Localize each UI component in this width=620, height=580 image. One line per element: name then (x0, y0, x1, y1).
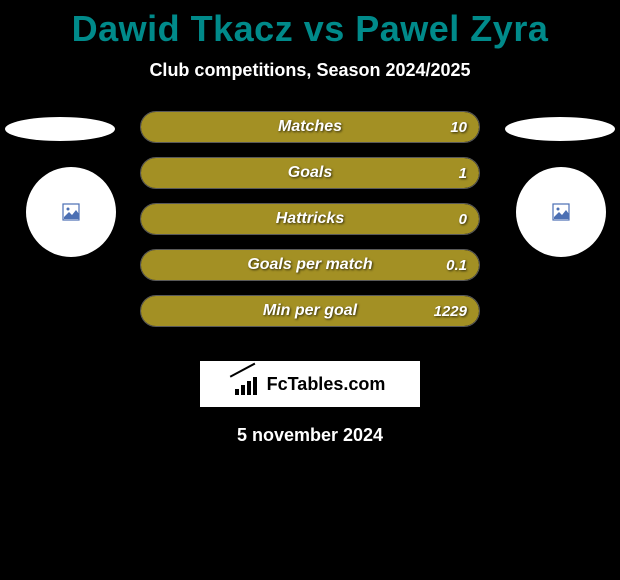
stat-label: Hattricks (141, 204, 479, 234)
stat-value-right: 0.1 (446, 250, 467, 280)
source-logo[interactable]: FcTables.com (200, 361, 420, 407)
stat-row: Goals1 (140, 157, 480, 189)
page-title: Dawid Tkacz vs Pawel Zyra (0, 8, 620, 50)
stat-row: Hattricks0 (140, 203, 480, 235)
stat-label: Matches (141, 112, 479, 142)
source-logo-text: FcTables.com (267, 374, 386, 395)
stat-label: Goals per match (141, 250, 479, 280)
team-badge-right (505, 117, 615, 141)
stat-value-right: 0 (459, 204, 467, 234)
placeholder-image-icon (62, 203, 80, 221)
stat-value-right: 10 (450, 112, 467, 142)
stat-row: Min per goal1229 (140, 295, 480, 327)
player-avatar-left (26, 167, 116, 257)
stat-value-right: 1 (459, 158, 467, 188)
bar-chart-icon (235, 373, 261, 395)
comparison-card: Dawid Tkacz vs Pawel Zyra Club competiti… (0, 0, 620, 446)
stat-label: Min per goal (141, 296, 479, 326)
team-badge-left (5, 117, 115, 141)
stat-row: Goals per match0.1 (140, 249, 480, 281)
stat-value-right: 1229 (434, 296, 467, 326)
stat-row: Matches10 (140, 111, 480, 143)
stats-bars: Matches10Goals1Hattricks0Goals per match… (140, 111, 480, 341)
stat-label: Goals (141, 158, 479, 188)
subtitle: Club competitions, Season 2024/2025 (0, 60, 620, 81)
comparison-area: Matches10Goals1Hattricks0Goals per match… (0, 111, 620, 351)
placeholder-image-icon (552, 203, 570, 221)
player-avatar-right (516, 167, 606, 257)
report-date: 5 november 2024 (0, 425, 620, 446)
